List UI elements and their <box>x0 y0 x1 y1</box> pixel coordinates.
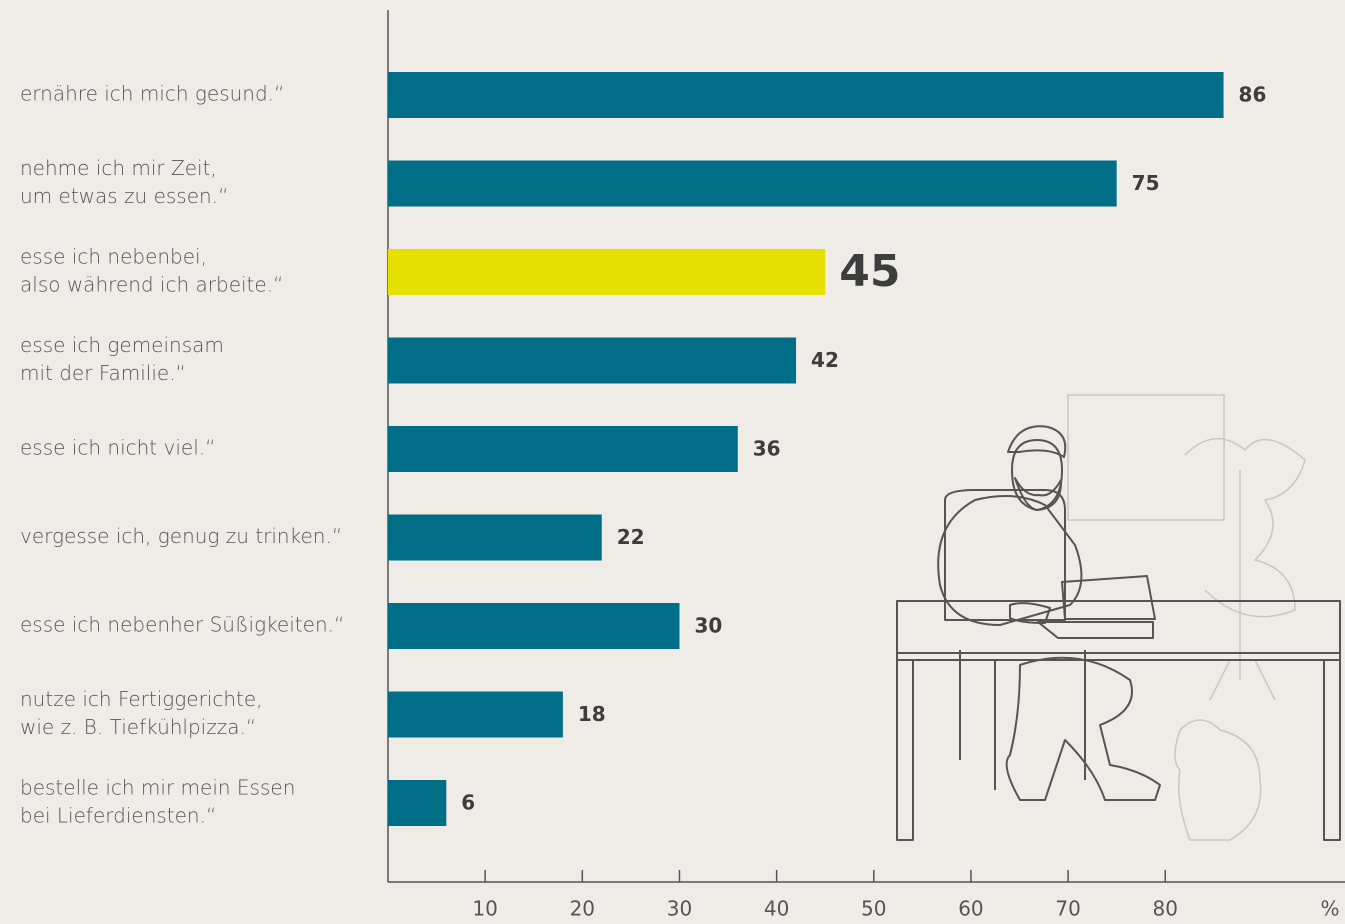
illustration <box>896 394 1341 841</box>
category-label: esse ich nebenbei, <box>20 245 207 269</box>
x-tick-label: 80 <box>1153 897 1178 921</box>
x-tick-label: 40 <box>764 897 789 921</box>
value-label: 86 <box>1239 83 1267 107</box>
value-label: 75 <box>1132 171 1160 195</box>
value-label: 42 <box>811 348 839 372</box>
value-label: 22 <box>617 525 645 549</box>
x-tick-label: 20 <box>570 897 595 921</box>
value-label: 30 <box>694 614 722 638</box>
value-label: 18 <box>578 702 606 726</box>
bar <box>388 603 680 649</box>
value-label: 36 <box>753 437 781 461</box>
category-label: bestelle ich mir mein Essen <box>20 776 295 800</box>
bar <box>388 691 563 738</box>
x-tick-label: 50 <box>861 897 886 921</box>
category-label: esse ich gemeinsam <box>20 333 224 357</box>
bar <box>388 160 1117 207</box>
x-tick-label: 30 <box>667 897 692 921</box>
bar <box>388 249 826 295</box>
value-label: 6 <box>461 791 475 815</box>
category-label: mit der Familie.“ <box>20 361 186 385</box>
x-unit: % <box>1320 897 1339 921</box>
x-tick-label: 70 <box>1055 897 1080 921</box>
value-label: 45 <box>839 246 900 297</box>
bar <box>388 72 1224 118</box>
bar <box>388 514 602 561</box>
bar <box>388 780 447 826</box>
category-label: bei Lieferdiensten.“ <box>20 804 216 828</box>
category-label: wie z. B. Tiefkühlpizza.“ <box>20 715 256 739</box>
category-label: nutze ich Fertiggerichte, <box>20 687 263 711</box>
category-label: esse ich nebenher Süßigkeiten.“ <box>20 613 344 637</box>
bar <box>388 426 738 472</box>
category-label: nehme ich mir Zeit, <box>20 156 217 180</box>
category-label: um etwas zu essen.“ <box>20 184 228 208</box>
bar <box>388 337 797 384</box>
x-tick-label: 10 <box>472 897 497 921</box>
category-label: vergesse ich, genug zu trinken.“ <box>20 524 342 548</box>
x-tick-label: 60 <box>958 897 983 921</box>
category-label: ernähre ich mich gesund.“ <box>20 82 284 106</box>
category-label: also während ich arbeite.“ <box>20 273 283 297</box>
category-label: esse ich nicht viel.“ <box>20 436 215 460</box>
